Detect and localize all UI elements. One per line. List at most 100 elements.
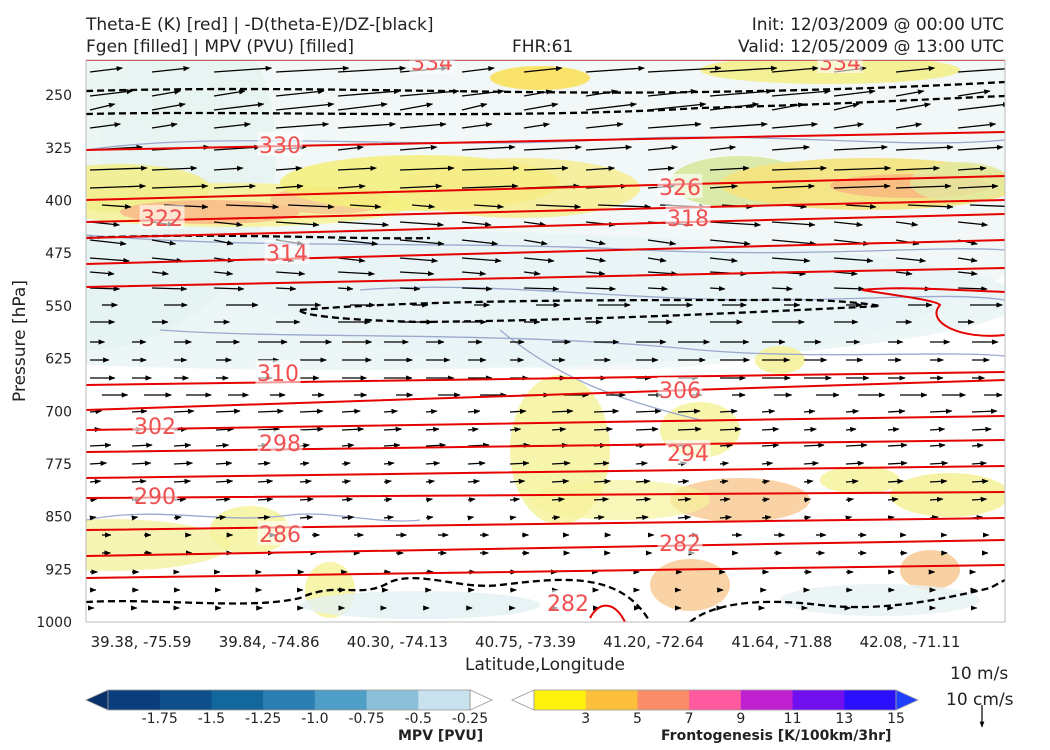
wind-arrow-380 [131, 460, 152, 466]
fgen-colorbar-swatch-3 [689, 690, 742, 710]
wind-arrow-188 [585, 286, 617, 292]
wind-arrow-174 [647, 271, 678, 277]
x-axis-label: Latitude,Longitude [465, 655, 625, 675]
wind-arrow-428 [299, 496, 314, 503]
wind-arrow-141 [461, 239, 499, 246]
theta-e-label-bg-0 [409, 60, 455, 73]
shading-area-19 [820, 466, 900, 494]
theta-e-contour-5 [86, 239, 1005, 265]
wind-arrow-458 [635, 514, 649, 521]
theta-e-label-6: 314 [266, 242, 308, 267]
wind-arrow-68 [585, 144, 633, 151]
wind-arrow-320 [383, 408, 399, 415]
wind-arrow-444 [971, 496, 988, 502]
wind-arrow-392 [635, 460, 648, 467]
wind-arrow-91 [151, 183, 209, 189]
wind-arrow-439 [761, 497, 770, 503]
wind-arrow-194 [957, 286, 988, 292]
theta-e-label-5: 318 [667, 207, 709, 232]
wind-arrow-417 [761, 479, 770, 485]
wind-arrow-32 [213, 102, 265, 111]
shading-area-28 [780, 584, 980, 616]
wind-arrow-381 [173, 460, 194, 466]
wind-arrow-29 [957, 89, 991, 97]
theta-e-label-10: 298 [259, 432, 301, 457]
wind-arrow-421 [929, 478, 948, 484]
x-tick-label-3: 40.75, -73.39 [475, 633, 576, 651]
wind-arrow-391 [593, 460, 610, 466]
theta-e-label-11: 294 [667, 442, 709, 467]
wind-arrow-343 [425, 426, 440, 433]
wind-arrow-71 [771, 144, 810, 151]
wind-arrow-455 [509, 515, 517, 521]
wind-arrow-111 [473, 204, 505, 210]
shading-area-14 [910, 162, 1005, 202]
wind-arrow-317 [257, 408, 284, 414]
wind-arrow-165 [89, 270, 115, 277]
wind-arrow-451 [341, 514, 355, 521]
wind-arrow-31 [151, 102, 186, 111]
fgen-colorbar-swatch-2 [637, 690, 690, 710]
wind-arrow-28 [895, 89, 925, 97]
wind-arrow-373 [761, 442, 780, 448]
theta-e-contour-6 [86, 267, 1005, 288]
wind-arrow-53 [585, 122, 624, 129]
theta-e-contour-small [589, 604, 626, 622]
wind-arrow-46 [151, 122, 178, 129]
wind-arrow-72 [833, 144, 888, 151]
wind-arrow-30 [89, 102, 116, 111]
wind-arrow-363 [341, 442, 355, 449]
wind-arrow-448 [215, 515, 227, 521]
wind-arrow-182 [213, 286, 245, 292]
theta-e-label-bg-2 [257, 132, 303, 156]
wind-arrow-124 [337, 221, 390, 228]
wind-arrow-136 [151, 239, 177, 246]
theta-e-label-bg-7 [255, 360, 301, 384]
wind-arrow-144 [647, 239, 677, 246]
y-tick-label-4: 550 [45, 299, 72, 315]
wind-arrow-365 [425, 442, 447, 448]
reference-vector-u: 10 m/s [950, 664, 1009, 684]
wind-arrow-83 [585, 165, 616, 172]
wind-arrow-386 [383, 460, 395, 467]
wind-arrow-364 [383, 442, 401, 448]
y-tick-label-10: 1000 [36, 615, 72, 631]
theta-e-label-0: 334 [411, 51, 453, 76]
wind-arrow-38 [585, 102, 637, 111]
wind-arrow-460 [719, 514, 732, 521]
wind-arrow-94 [337, 183, 366, 190]
shading-area-18 [890, 473, 1005, 517]
wind-arrow-15 [89, 89, 134, 97]
wind-arrow-416 [719, 479, 729, 485]
wind-arrow-168 [275, 270, 306, 277]
title-left-line2: Fgen [filled] | MPV (PVU) [filled] [86, 37, 355, 57]
wind-arrow-150 [89, 257, 130, 264]
wind-arrow-432 [467, 497, 476, 503]
wind-arrow-52 [523, 122, 550, 129]
wind-arrow-66 [461, 144, 516, 151]
y-tick-label-0: 250 [45, 88, 72, 104]
mpv-colorbar-tick-5: -0.5 [405, 711, 432, 727]
theta-e-label-bg-14 [657, 530, 703, 554]
wind-arrow-332 [887, 408, 906, 414]
wind-arrow-387 [425, 460, 441, 467]
y-tick-label-2: 400 [45, 194, 72, 210]
wind-arrow-438 [719, 497, 731, 503]
wind-arrow-100 [709, 183, 739, 190]
title-init: Init: 12/03/2009 @ 00:00 UTC [751, 15, 1004, 35]
wind-arrow-461 [761, 515, 772, 521]
wind-arrow-339 [257, 426, 281, 432]
wind-arrow-34 [337, 102, 388, 111]
wind-arrow-105 [101, 204, 132, 210]
wind-arrow-346 [551, 426, 567, 433]
wind-arrow-35 [399, 102, 434, 111]
wind-arrow-376 [887, 442, 908, 448]
theta-e-contour-14 [86, 539, 1005, 557]
fgen-colorbar-tick-4: 11 [784, 711, 802, 727]
wind-arrow-142 [523, 239, 548, 246]
wind-arrow-430 [383, 497, 393, 503]
wind-arrow-47 [213, 122, 251, 129]
wind-arrow-65 [399, 144, 438, 151]
mpv-colorbar-tick-6: -0.25 [452, 711, 488, 727]
